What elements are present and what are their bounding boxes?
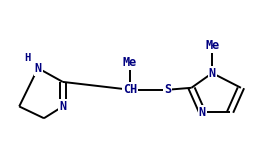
Text: Me: Me xyxy=(205,39,219,52)
Text: N: N xyxy=(34,62,41,75)
Text: N: N xyxy=(209,67,216,80)
Text: N: N xyxy=(59,100,66,113)
Text: H: H xyxy=(24,53,30,63)
Text: Me: Me xyxy=(123,56,137,69)
Text: N: N xyxy=(199,106,206,119)
Text: S: S xyxy=(164,83,171,96)
Text: CH: CH xyxy=(123,83,137,96)
